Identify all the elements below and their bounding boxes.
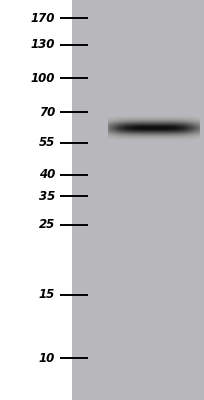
Text: 130: 130 [31, 38, 55, 52]
Bar [72, 0, 204, 400]
Text: 100: 100 [31, 72, 55, 84]
Text: 70: 70 [39, 106, 55, 118]
Text: 15: 15 [39, 288, 55, 302]
Text: 25: 25 [39, 218, 55, 232]
Text: 40: 40 [39, 168, 55, 182]
Text: 10: 10 [39, 352, 55, 364]
Text: 170: 170 [31, 12, 55, 24]
Text: 35: 35 [39, 190, 55, 202]
Text: 55: 55 [39, 136, 55, 150]
